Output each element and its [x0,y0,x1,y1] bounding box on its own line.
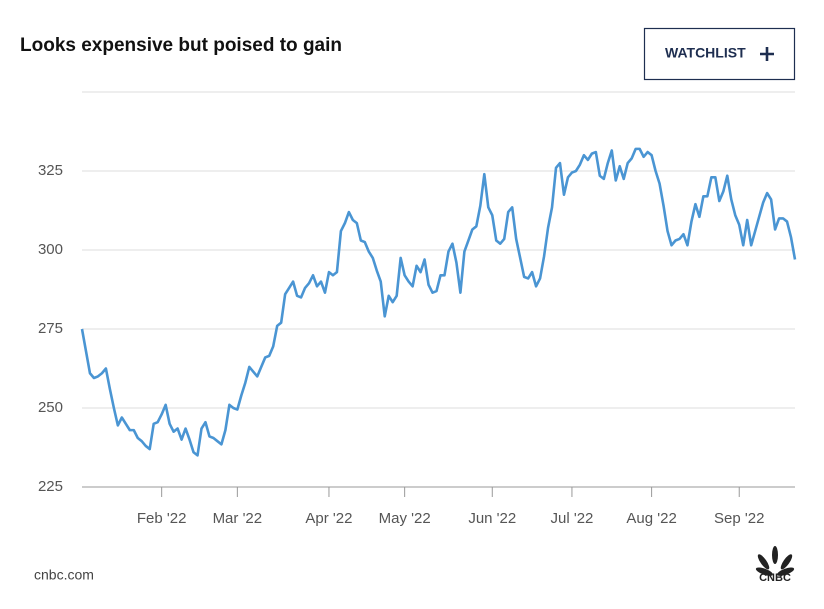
x-tick-label: Feb '22 [137,510,187,527]
feather [780,554,793,570]
x-tick-label: Jun '22 [468,510,516,527]
source: cnbc.com [34,567,94,583]
logo-text: CNBC [759,572,791,584]
watchlist-button[interactable]: WATCHLIST [643,27,796,81]
feather [777,567,795,576]
y-tick-label: 250 [38,399,63,416]
feather [757,554,770,570]
plot: 225 250 275 300 325 Feb '22 Mar '22 Apr '22 May … [38,147,797,527]
cnbc-logo: CNBC [755,546,795,584]
feather [755,567,773,576]
x-tick-label: Mar '22 [213,510,263,527]
chart-title: Looks expensive but poised to gain [20,35,342,56]
x-tick-label: May '22 [379,510,431,527]
x-tick-label: Aug '22 [626,510,676,527]
button-label[interactable]: WATCHLIST [665,45,746,61]
x-tick-label: Jul '22 [550,510,593,527]
y-tick-label: 225 [38,478,63,495]
price-line [80,147,797,457]
feather [772,546,778,564]
y-tick-label: 275 [38,320,63,337]
y-tick-label: 325 [38,162,63,179]
plus-icon[interactable] [760,47,774,61]
x-tick-label: Sep '22 [714,510,764,527]
x-tick-label: Apr '22 [305,510,352,527]
y-tick-label: 300 [38,241,63,258]
